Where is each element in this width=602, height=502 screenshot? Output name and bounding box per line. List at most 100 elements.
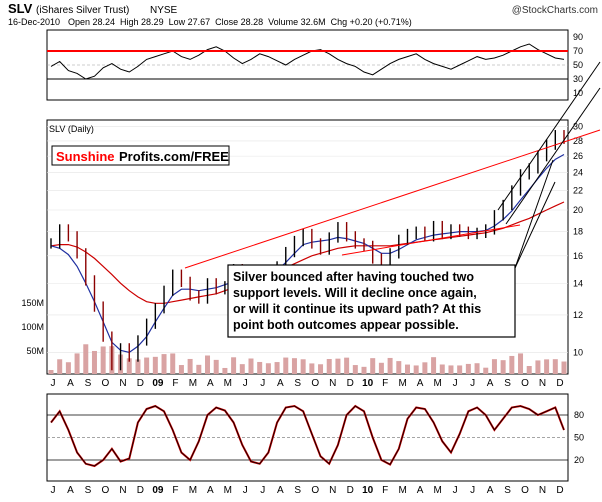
x-label-27: O [521,378,529,389]
volume-bar-10 [135,359,141,374]
volume-tick-labels: 150M 100M 50M [21,298,44,356]
volume-bar-20 [222,367,228,374]
price-tick-20: 20 [573,205,583,215]
price-panel: 30 28 26 24 22 20 18 16 14 12 10 150M 100M 50M SLV (… [21,61,601,375]
annotation-line-2: support levels. Will it decline once aga… [233,286,477,300]
rsi-panel: 90 70 50 30 10 [46,29,583,101]
volume-bar-47 [457,365,463,374]
rsi-tick-30: 30 [573,74,583,84]
x-label-10: M [224,378,232,389]
annotation-line-3: or will it continue its upward path? At … [233,302,481,316]
x-label-6: 09 [152,378,164,389]
stoch-tick-20: 20 [574,455,584,465]
volume-bar-44 [431,357,437,374]
x-label-bottom-1: A [67,485,74,496]
price-stats: Open 28.24 High 28.29 Low 27.67 Close 28… [68,17,412,27]
volume-bar-59 [561,361,567,374]
x-label-bottom-27: O [521,485,529,496]
volume-bar-21 [231,357,237,374]
x-label-bottom-14: S [294,485,301,496]
price-gridlines [47,126,568,353]
volume-bar-48 [465,363,471,374]
x-label-bottom-7: F [172,485,178,496]
chart-security-name: (iShares Silver Trust) [36,5,129,16]
channel-line-lower [505,87,601,225]
x-label-bottom-16: N [329,485,336,496]
volume-bar-41 [404,364,410,374]
volume-bar-58 [552,359,558,374]
x-label-12: J [260,378,265,389]
x-label-bottom-28: N [539,485,546,496]
volume-bar-37 [370,358,376,374]
volume-bar-45 [439,364,445,374]
volume-bar-27 [283,357,289,374]
x-label-28: N [539,378,546,389]
volume-bar-19 [213,359,219,374]
x-label-bottom-12: J [260,485,265,496]
price-tick-10: 10 [573,347,583,357]
x-label-24: J [470,378,475,389]
volume-bar-56 [535,360,541,374]
rsi-tick-labels: 90 70 50 30 10 [573,32,583,98]
volume-bar-33 [335,358,341,374]
price-tick-28: 28 [573,136,583,146]
chart-symbol: SLV [8,1,33,16]
x-label-bottom-18: 10 [362,485,374,496]
volume-bar-23 [248,358,254,374]
annotation-callout [227,264,516,338]
volume-bar-17 [196,364,202,374]
volume-bar-31 [318,364,324,374]
volume-bar-30 [309,363,315,374]
x-label-bottom-25: A [487,485,494,496]
x-label-bottom-6: 09 [152,485,164,496]
stoch-tick-50: 50 [574,433,584,443]
long-term-trendline [184,129,601,269]
annotation-line-1: Silver bounced after having touched two [233,270,474,284]
volume-bar-46 [448,365,454,374]
volume-bar-0 [48,370,54,374]
callout-pointer-2 [514,181,556,269]
stochastic-tick-labels: 80 50 20 [574,410,584,465]
x-label-29: D [556,378,563,389]
price-tick-12: 12 [573,310,583,320]
x-label-bottom-20: M [398,485,406,496]
x-label-3: O [102,378,110,389]
x-label-26: S [504,378,511,389]
logo-sunshine: Sunshine [56,149,115,164]
volume-bar-28 [291,358,297,374]
x-label-4: N [119,378,126,389]
price-tick-22: 22 [573,185,583,195]
volume-bar-54 [518,353,524,374]
volume-tick-2: 50M [26,346,44,356]
x-label-bottom-5: D [137,485,144,496]
price-panel-label: SLV (Daily) [49,124,94,134]
price-tick-18: 18 [573,227,583,237]
stoch-tick-80: 80 [574,410,584,420]
x-label-bottom-26: S [504,485,511,496]
volume-bar-52 [500,360,506,374]
stochastic-signal-line [50,405,565,467]
volume-bar-42 [413,365,419,374]
price-bars [50,130,565,371]
x-label-bottom-29: D [556,485,563,496]
rsi-gridlines [47,64,568,80]
x-label-22: M [433,378,441,389]
price-tick-30: 30 [573,122,583,132]
volume-bar-38 [378,362,384,374]
x-label-bottom-8: M [189,485,197,496]
volume-bar-24 [257,361,263,374]
x-label-bottom-21: A [417,485,424,496]
x-label-2: S [85,378,92,389]
stochastic-panel: 80 50 20 [46,393,584,482]
volume-bar-2 [65,362,71,374]
rsi-tick-10: 10 [573,88,583,98]
x-label-bottom-10: M [224,485,232,496]
volume-bar-36 [361,366,367,374]
x-label-bottom-11: J [243,485,248,496]
x-label-21: A [417,378,424,389]
x-label-bottom-19: F [382,485,388,496]
volume-bar-39 [387,357,393,374]
volume-bar-14 [170,353,176,374]
x-label-8: M [189,378,197,389]
x-label-bottom-4: N [119,485,126,496]
